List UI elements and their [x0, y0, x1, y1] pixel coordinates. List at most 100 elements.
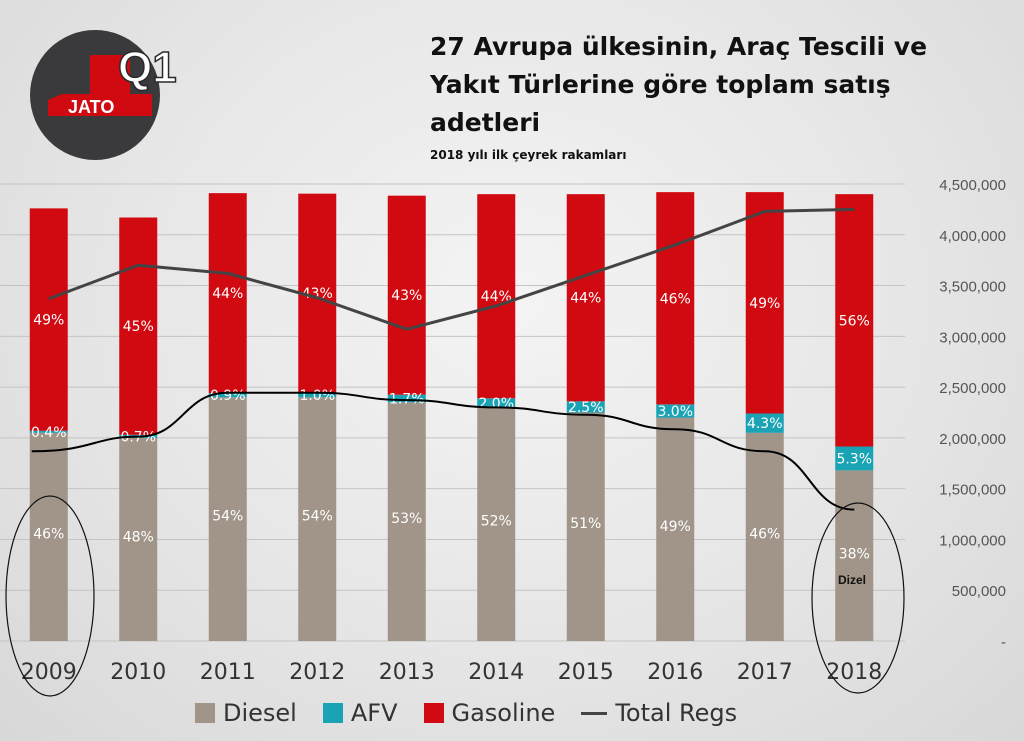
bar-diesel-2013 — [387, 402, 426, 641]
y-axis-ticks: 4,500,000 4,000,000 3,500,000 3,000,000 2,50… — [939, 177, 1006, 651]
bar-diesel-2018 — [835, 470, 874, 641]
data-label-afv: 2.0% — [478, 396, 514, 412]
bar-afv-2009 — [29, 430, 68, 433]
y-tick-label: 3,500,000 — [939, 279, 1006, 296]
x-tick-label: 2011 — [200, 660, 256, 685]
data-label-afv: 1.0% — [299, 388, 335, 404]
x-axis-ticks: 2009 2010 2011 2012 2013 2014 2015 2016 2017 2018 — [21, 660, 883, 685]
y-tick-label: 1,500,000 — [939, 482, 1006, 499]
bar-diesel-2016 — [656, 417, 695, 641]
data-label-diesel: 52% — [481, 514, 512, 530]
chart-title: 27 Avrupa ülkesinin, Araç Tescili ve Yak… — [430, 32, 928, 137]
y-tick-label: 500,000 — [952, 583, 1006, 600]
bars — [29, 192, 874, 641]
data-label-diesel: 53% — [391, 511, 422, 527]
x-tick-label: 2009 — [21, 660, 77, 685]
legend-label-afv: AFV — [350, 699, 398, 727]
legend-item-afv: AFV — [322, 699, 398, 727]
data-label-diesel: 38% — [839, 546, 870, 562]
legend-item-gasoline: Gasoline — [423, 699, 556, 727]
bar-afv-2017 — [745, 413, 784, 433]
data-label-afv: 0.9% — [210, 388, 246, 404]
legend-swatch-gasoline — [423, 703, 444, 723]
data-label-gasoline: 44% — [212, 286, 243, 302]
legend-swatch-diesel — [195, 703, 215, 723]
bar-gasoline-2015 — [566, 194, 605, 402]
bar-afv-2014 — [477, 398, 516, 408]
bar-diesel-2015 — [566, 412, 605, 641]
data-label-gasoline: 43% — [391, 288, 422, 304]
svg-text:JATO: JATO — [68, 97, 114, 117]
bar-diesel-2011 — [208, 397, 247, 641]
dizel-annotation: Dizel — [838, 573, 866, 587]
bar-afv-2011 — [208, 393, 247, 398]
data-label-diesel: 48% — [123, 529, 154, 545]
x-tick-label: 2012 — [289, 660, 345, 685]
bar-afv-2016 — [656, 404, 695, 418]
y-tick-label: 4,000,000 — [939, 228, 1006, 245]
data-label-diesel: 54% — [302, 508, 333, 524]
jato-logo: JATO Q1 — [30, 30, 177, 160]
data-label-afv: 3.0% — [657, 404, 693, 420]
bar-gasoline-2013 — [387, 195, 426, 395]
legend-swatch-afv — [322, 703, 343, 723]
data-label-diesel: 46% — [33, 527, 64, 543]
bar-gasoline-2014 — [477, 194, 516, 399]
bar-gasoline-2016 — [656, 192, 695, 405]
chart-subtitle: 2018 yılı ilk çeyrek rakamları — [430, 148, 627, 162]
bar-diesel-2012 — [298, 397, 337, 641]
legend-line-total-regs — [581, 711, 608, 715]
bar-diesel-2017 — [745, 432, 784, 641]
data-label-diesel: 54% — [212, 508, 243, 524]
data-label-afv: 4.3% — [747, 416, 783, 432]
line-diesel-share-trend — [31, 391, 855, 511]
bar-gasoline-2010 — [119, 217, 158, 435]
y-tick-label: - — [1001, 634, 1006, 651]
x-tick-label: 2017 — [737, 660, 793, 685]
data-label-gasoline: 49% — [33, 313, 64, 329]
legend: Diesel AFV Gasoline Total Regs — [195, 698, 763, 728]
data-label-afv: 5.3% — [836, 451, 872, 467]
y-tick-label: 3,000,000 — [939, 329, 1006, 346]
legend-label-gasoline: Gasoline — [451, 699, 556, 727]
bar-diesel-2014 — [477, 407, 516, 641]
y-tick-label: 2,000,000 — [939, 431, 1006, 448]
legend-item-diesel: Diesel — [195, 699, 297, 727]
highlight-ellipse-2018 — [811, 502, 905, 694]
y-tick-label: 2,500,000 — [939, 380, 1006, 397]
data-label-gasoline: 49% — [749, 296, 780, 312]
data-label-gasoline: 56% — [839, 313, 870, 329]
data-label-diesel: 49% — [660, 519, 691, 535]
data-label-diesel: 46% — [749, 527, 780, 543]
data-label-gasoline: 44% — [570, 291, 601, 307]
bar-diesel-2009 — [29, 432, 68, 641]
data-label-afv: 2.5% — [568, 400, 604, 416]
y-tick-label: 1,000,000 — [939, 532, 1006, 549]
legend-label-diesel: Diesel — [223, 699, 297, 727]
bar-diesel-2010 — [119, 437, 158, 641]
line-total-regs — [48, 207, 855, 331]
svg-text:Q1: Q1 — [118, 43, 177, 92]
bar-gasoline-2017 — [745, 192, 784, 414]
trend-lines — [31, 207, 855, 511]
data-label-gasoline: 44% — [481, 289, 512, 305]
x-tick-label: 2014 — [468, 660, 524, 685]
bar-afv-2018 — [835, 446, 874, 471]
legend-label-total-regs: Total Regs — [615, 699, 738, 727]
bar-gasoline-2009 — [29, 208, 68, 431]
x-tick-label: 2010 — [110, 660, 166, 685]
bar-afv-2015 — [566, 401, 605, 413]
x-tick-label: 2018 — [826, 660, 882, 685]
data-label-gasoline: 43% — [302, 286, 333, 302]
highlight-ellipse-2009 — [5, 495, 95, 697]
y-tick-label: 4,500,000 — [939, 177, 1006, 194]
bar-afv-2012 — [298, 392, 337, 398]
legend-item-total-regs: Total Regs — [581, 699, 737, 727]
bar-gasoline-2018 — [835, 194, 874, 447]
data-label-gasoline: 46% — [660, 291, 691, 307]
data-label-gasoline: 45% — [123, 319, 154, 335]
bar-gasoline-2011 — [208, 193, 247, 394]
x-tick-label: 2016 — [647, 660, 703, 685]
data-label-afv: 0.4% — [31, 425, 67, 441]
x-tick-label: 2013 — [379, 660, 435, 685]
